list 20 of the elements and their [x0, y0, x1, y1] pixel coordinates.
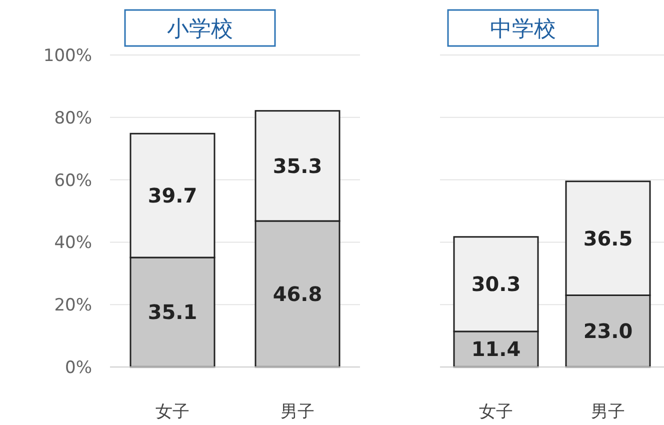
x-tick-label: 男子: [591, 402, 625, 422]
y-tick-label: 60%: [54, 170, 92, 191]
data-label: 23.0: [583, 319, 633, 344]
data-label: 39.7: [148, 184, 198, 208]
data-label: 30.3: [471, 272, 521, 296]
y-tick-label: 20%: [54, 296, 92, 316]
y-tick-label: 80%: [54, 108, 92, 128]
x-tick-label: 男子: [280, 402, 314, 422]
x-tick-label: 女子: [156, 402, 190, 422]
data-label: 46.8: [272, 282, 322, 306]
chart-title: 小学校: [167, 17, 233, 42]
y-tick-label: 0%: [65, 358, 92, 378]
data-label: 35.3: [272, 154, 322, 178]
x-tick-label: 女子: [479, 402, 513, 422]
data-label: 35.1: [148, 300, 198, 324]
data-label: 11.4: [471, 337, 521, 362]
y-tick-label: 100%: [43, 46, 92, 66]
y-tick-label: 40%: [54, 233, 92, 254]
data-label: 36.5: [583, 226, 633, 250]
chart-title: 中学校: [490, 17, 556, 42]
